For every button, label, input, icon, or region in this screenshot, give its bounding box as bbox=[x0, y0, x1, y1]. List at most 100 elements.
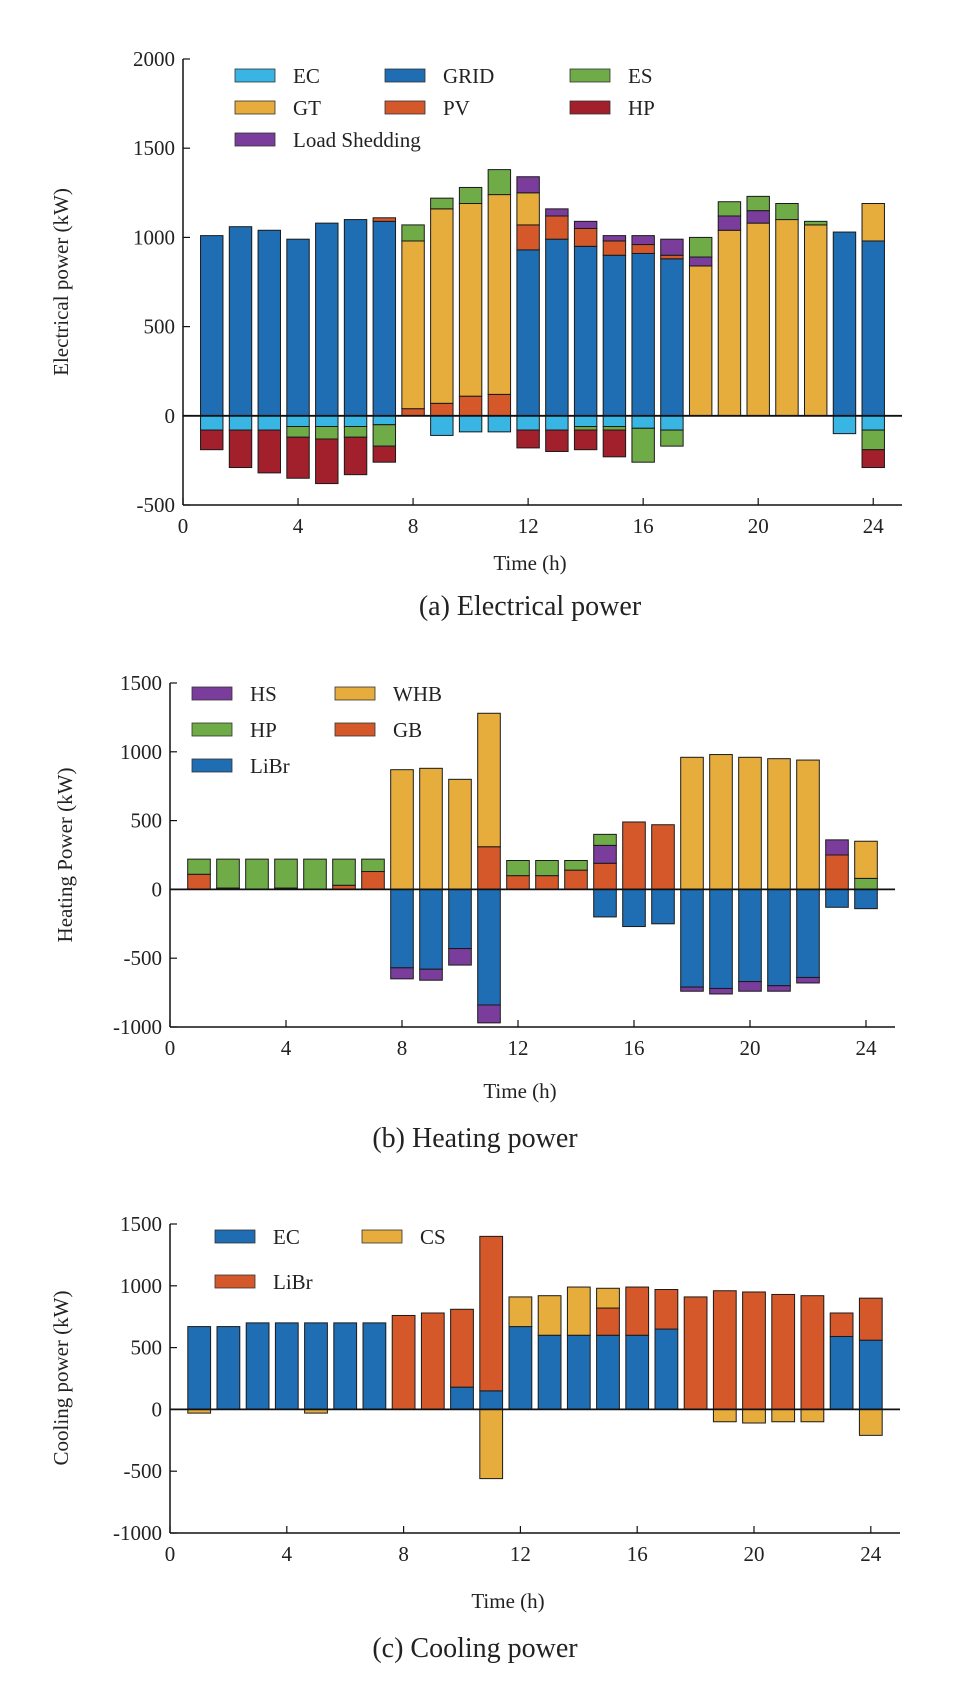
heating-bar-libr-h19 bbox=[709, 888, 733, 989]
electrical-bar-ec-h17 bbox=[660, 415, 684, 431]
heating-legend-item-gb: GB bbox=[334, 718, 422, 742]
electrical-legend-label: EC bbox=[293, 64, 320, 88]
heating-bar-libr-h8 bbox=[390, 888, 414, 969]
electrical-bar-load-shedding-h19 bbox=[717, 215, 742, 231]
heating-x-axis-label: Time (h) bbox=[483, 1079, 556, 1103]
cooling-bar-libr-h8 bbox=[391, 1314, 416, 1410]
cooling-xtick-label: 20 bbox=[744, 1542, 765, 1566]
cooling-bar-libr-h24 bbox=[858, 1297, 883, 1341]
electrical-bar-grid-h1 bbox=[200, 235, 224, 417]
heating-legend-label: HS bbox=[250, 682, 277, 706]
heating-ytick-label: 1500 bbox=[120, 671, 162, 695]
cooling-bar-libr-h15 bbox=[596, 1307, 620, 1336]
heating-legend-item-libr: LiBr bbox=[191, 754, 290, 778]
heating-ytick-label: 500 bbox=[131, 809, 163, 833]
electrical-bar-es-h22 bbox=[804, 220, 828, 226]
heating-bar-gb-h17 bbox=[651, 824, 675, 890]
heating-bar-hs-h23 bbox=[825, 839, 849, 856]
cooling-bar-ec-h13 bbox=[537, 1334, 562, 1410]
heating-bar-gb-h16 bbox=[622, 821, 646, 890]
heating-y-axis-label: Heating Power (kW) bbox=[53, 768, 77, 943]
heating-bar-libr-h16 bbox=[622, 888, 646, 928]
electrical-bar-grid-h3 bbox=[257, 229, 281, 417]
electrical-bar-pv-h8 bbox=[401, 408, 425, 417]
electrical-bar-es-h10 bbox=[458, 186, 483, 205]
cooling-legend-item-cs: CS bbox=[361, 1225, 446, 1249]
heating-bar-gb-h1 bbox=[187, 873, 211, 890]
electrical-bar-gt-h18 bbox=[688, 265, 713, 417]
electrical-bar-ec-h24 bbox=[861, 415, 885, 431]
electrical-bar-pv-h16 bbox=[631, 244, 655, 254]
heating-bar-libr-h10 bbox=[448, 888, 472, 950]
electrical-bar-grid-h15 bbox=[602, 254, 627, 417]
electrical-bar-es-h7 bbox=[372, 424, 397, 447]
cooling-legend-swatch bbox=[214, 1274, 256, 1289]
electrical-bar-load-shedding-h17 bbox=[660, 238, 684, 256]
electrical-legend-item-hp: HP bbox=[569, 96, 655, 120]
cooling-bar-ec-h12 bbox=[508, 1326, 533, 1410]
heating-bar-whb-h18 bbox=[680, 756, 704, 890]
heating-bar-hp-h5 bbox=[303, 858, 327, 890]
electrical-bar-ec-h6 bbox=[343, 415, 368, 427]
cooling-bar-cs-h22 bbox=[800, 1408, 825, 1423]
heating-bar-hs-h20 bbox=[738, 981, 762, 992]
electrical-bar-gt-h21 bbox=[775, 219, 799, 417]
heating-bar-libr-h24 bbox=[854, 888, 878, 910]
heating-bar-hs-h9 bbox=[419, 968, 443, 981]
heating-bar-hs-h22 bbox=[796, 976, 820, 984]
electrical-bar-es-h19 bbox=[717, 201, 742, 217]
heating-bar-hp-h12 bbox=[506, 860, 530, 877]
heating-xtick-label: 16 bbox=[624, 1036, 645, 1060]
cooling-xtick-label: 24 bbox=[860, 1542, 882, 1566]
cooling-ytick-label: 1000 bbox=[120, 1274, 162, 1298]
electrical-legend-item-es: ES bbox=[569, 64, 653, 88]
heating-bar-libr-h17 bbox=[651, 888, 675, 925]
heating-bar-whb-h22 bbox=[796, 759, 820, 890]
electrical-bar-es-h16 bbox=[631, 427, 655, 463]
heating-bar-hp-h15 bbox=[593, 833, 617, 846]
cooling-ytick-label: 0 bbox=[152, 1397, 163, 1421]
cooling-xtick-label: 8 bbox=[398, 1542, 409, 1566]
cooling-bar-cs-h24 bbox=[858, 1408, 883, 1436]
electrical-legend-swatch bbox=[569, 68, 611, 83]
heating-bar-libr-h15 bbox=[593, 888, 617, 918]
electrical-legend-label: ES bbox=[628, 64, 653, 88]
electrical-legend-item-ec: EC bbox=[234, 64, 320, 88]
electrical-bar-load-shedding-h14 bbox=[573, 220, 598, 229]
electrical-bar-grid-h4 bbox=[286, 238, 310, 417]
electrical-bar-ec-h16 bbox=[631, 415, 655, 429]
electrical-bar-ec-h2 bbox=[228, 415, 253, 431]
heating-bar-libr-h11 bbox=[477, 888, 501, 1006]
heating-bar-hp-h6 bbox=[332, 858, 356, 886]
cooling-bar-cs-h19 bbox=[712, 1408, 737, 1423]
electrical-bar-ec-h7 bbox=[372, 415, 397, 426]
electrical-legend-swatch bbox=[384, 100, 426, 115]
cooling-legend-swatch bbox=[214, 1229, 256, 1244]
electrical-bar-es-h5 bbox=[315, 426, 339, 440]
cooling-bar-libr-h11 bbox=[479, 1235, 504, 1392]
electrical-bar-grid-h24 bbox=[861, 240, 885, 417]
heating-legend-label: GB bbox=[393, 718, 422, 742]
electrical-bar-ec-h23 bbox=[832, 415, 857, 435]
cooling-bar-ec-h4 bbox=[274, 1322, 299, 1410]
heating-bar-gb-h7 bbox=[361, 871, 385, 890]
electrical-legend-label: PV bbox=[443, 96, 470, 120]
electrical-bar-grid-h2 bbox=[228, 226, 253, 417]
electrical-y-axis-label: Electrical power (kW) bbox=[49, 188, 73, 376]
electrical-legend-label: GT bbox=[293, 96, 321, 120]
electrical-bar-es-h8 bbox=[401, 224, 425, 242]
electrical-legend-label: GRID bbox=[443, 64, 494, 88]
electrical-bar-grid-h23 bbox=[832, 231, 857, 417]
electrical-bar-grid-h6 bbox=[343, 219, 368, 417]
electrical-xtick-label: 16 bbox=[633, 514, 654, 538]
heating-legend-label: WHB bbox=[393, 682, 442, 706]
heating-chart: -1000 -500 0 500 1000 1500 0 4 8 12 16 20 24 Time (h)… bbox=[53, 671, 895, 1154]
electrical-legend-item-pv: PV bbox=[384, 96, 470, 120]
heating-bar-hp-h3 bbox=[245, 858, 269, 890]
cooling-bar-cs-h21 bbox=[771, 1408, 796, 1423]
heating-bar-hs-h10 bbox=[448, 948, 472, 966]
electrical-bar-gt-h19 bbox=[717, 229, 742, 417]
cooling-bar-cs-h20 bbox=[742, 1408, 766, 1424]
